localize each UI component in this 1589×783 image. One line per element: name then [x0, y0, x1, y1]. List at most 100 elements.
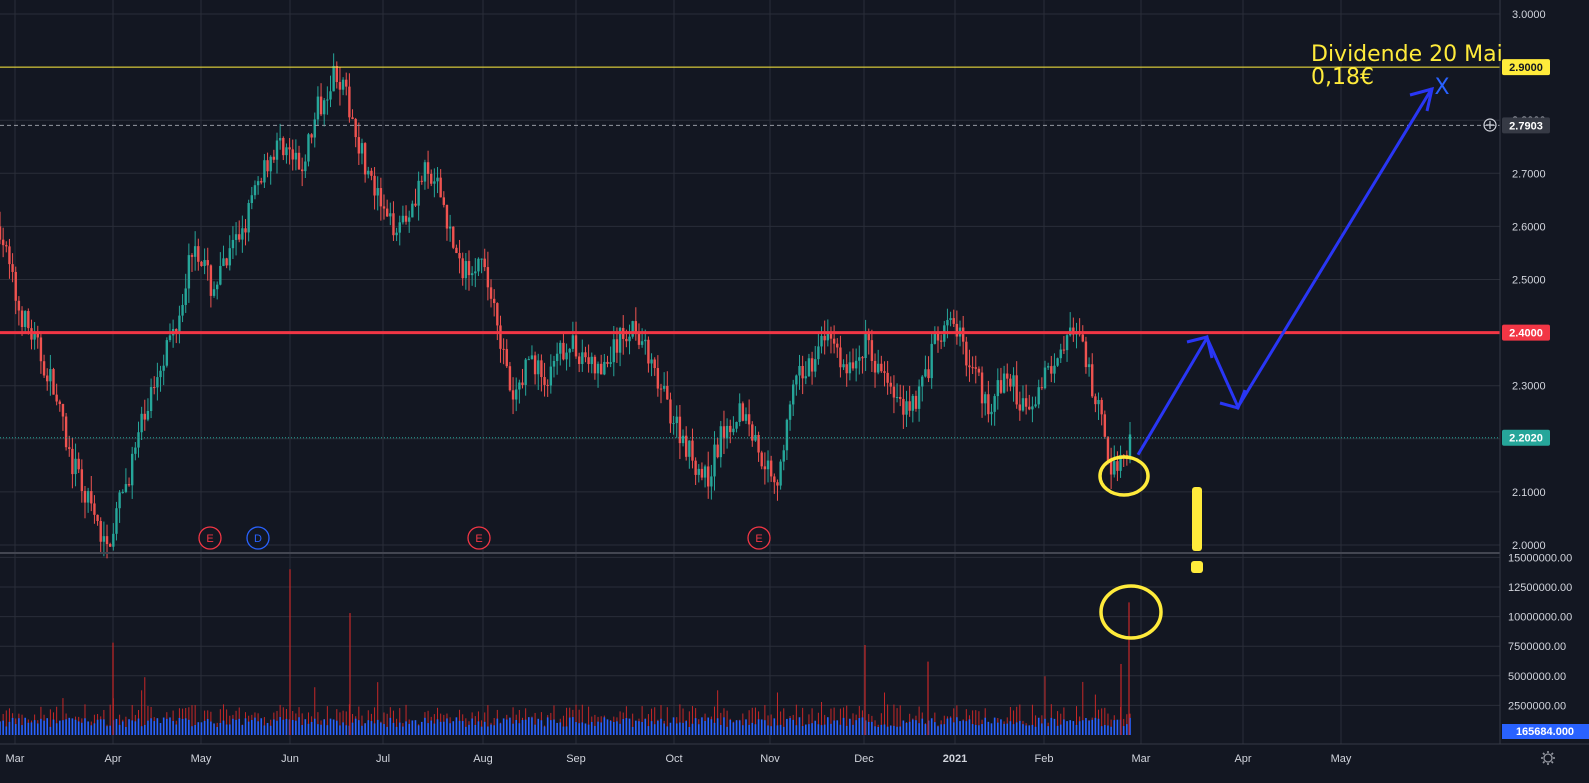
candle-body — [653, 359, 656, 369]
time-tick-label: Dec — [854, 753, 874, 765]
candle-body — [968, 365, 971, 368]
candle-body — [618, 327, 622, 353]
volume-spike-highlight[interactable] — [1099, 584, 1163, 640]
candle-body — [499, 325, 502, 349]
candle-body — [905, 401, 908, 415]
candle-body — [253, 185, 257, 196]
candle-body — [851, 362, 855, 369]
volume-value-tag — [1502, 724, 1589, 739]
candle-body — [228, 248, 231, 266]
annotation-value[interactable]: 0,18€ — [1311, 65, 1374, 90]
candle-body — [464, 261, 468, 279]
candle-body — [1040, 387, 1044, 389]
user-drawings[interactable]: X — [1098, 75, 1450, 640]
candle-body — [131, 453, 134, 486]
candle-body — [870, 340, 874, 361]
candle-body — [895, 396, 899, 398]
candle-body — [930, 343, 933, 379]
candle-body — [483, 258, 486, 268]
candle-body — [609, 362, 612, 364]
earnings-marker-nov[interactable] — [747, 526, 771, 550]
candle-body — [1094, 396, 1097, 405]
candle-body — [197, 246, 200, 262]
price-tick-label: 2.7000 — [1512, 168, 1546, 180]
candle-body — [732, 428, 735, 433]
candle-body — [118, 492, 121, 509]
candle-body — [357, 137, 361, 154]
candle-body — [908, 401, 911, 411]
candle-body — [1056, 358, 1059, 366]
candle-body — [1100, 399, 1103, 415]
candle-body — [886, 372, 889, 383]
candle-body — [395, 232, 398, 236]
candle-body — [275, 140, 279, 160]
earnings-marker-nov-label: E — [755, 533, 762, 545]
time-tick-label: Sep — [566, 753, 586, 765]
candle-body — [1037, 387, 1040, 405]
candle-body — [603, 361, 606, 375]
candle-body — [540, 360, 543, 378]
earnings-marker-aug[interactable] — [467, 526, 491, 550]
candle-body — [524, 359, 527, 385]
time-tick-label: May — [191, 753, 212, 765]
candle-body — [1128, 434, 1132, 458]
candle-body — [168, 335, 172, 341]
candle-body — [345, 79, 348, 87]
gear-icon[interactable] — [1541, 751, 1555, 765]
candle-body — [225, 258, 228, 266]
candle-body — [722, 426, 726, 439]
target-x-mark[interactable]: X — [1434, 75, 1449, 100]
candle-body — [574, 335, 578, 357]
candle-body — [20, 310, 24, 327]
price-low-highlight[interactable] — [1098, 455, 1150, 497]
candle-body — [470, 273, 474, 276]
candle-body — [1006, 373, 1009, 379]
candle-body — [672, 423, 675, 425]
candle-body — [801, 365, 804, 379]
candle-body — [417, 180, 420, 206]
price-axis-panel[interactable] — [1500, 0, 1589, 744]
candle-body — [596, 363, 600, 374]
candle-body — [949, 318, 952, 321]
candle-body — [533, 355, 537, 375]
candle-body — [489, 287, 493, 299]
earnings-marker-may[interactable] — [198, 526, 222, 550]
volume-tick-label: 10000000.00 — [1508, 612, 1572, 624]
candle-body — [1065, 335, 1069, 351]
dividend-marker-may[interactable] — [246, 526, 270, 550]
candle-body — [332, 65, 335, 92]
candle-body — [933, 333, 937, 344]
price-tick-label: 2.6000 — [1512, 221, 1546, 233]
horizontal-levels[interactable] — [0, 66, 1500, 439]
candle-body — [492, 298, 496, 304]
volume-bars — [0, 569, 1131, 735]
candle-body — [530, 355, 534, 360]
annotation-title[interactable]: Dividende 20 Mai — [1311, 42, 1503, 67]
arrowhead-down — [1219, 389, 1247, 410]
candle-body — [861, 357, 864, 359]
candle-body — [58, 401, 62, 405]
projection-path[interactable] — [1136, 87, 1434, 456]
candle-body — [640, 341, 644, 345]
candle-body — [0, 226, 2, 240]
candle-body — [593, 356, 597, 374]
candle-body — [927, 369, 930, 379]
time-tick-label: Apr — [1234, 753, 1251, 765]
candle-body — [936, 333, 940, 341]
candle-body — [231, 239, 235, 249]
candle-body — [1031, 406, 1034, 410]
exclamation-bar[interactable] — [1192, 487, 1202, 551]
candle-body — [162, 365, 165, 371]
candle-body — [1043, 367, 1047, 389]
candle-body — [741, 403, 745, 421]
candle-body — [876, 363, 880, 373]
add-level-icon[interactable] — [1483, 118, 1497, 132]
candle-body — [590, 356, 593, 365]
candle-body — [496, 303, 499, 326]
candle-body — [707, 466, 710, 487]
exclamation-dot[interactable] — [1191, 561, 1203, 573]
candle-body — [537, 360, 540, 375]
candle-body — [691, 440, 694, 461]
